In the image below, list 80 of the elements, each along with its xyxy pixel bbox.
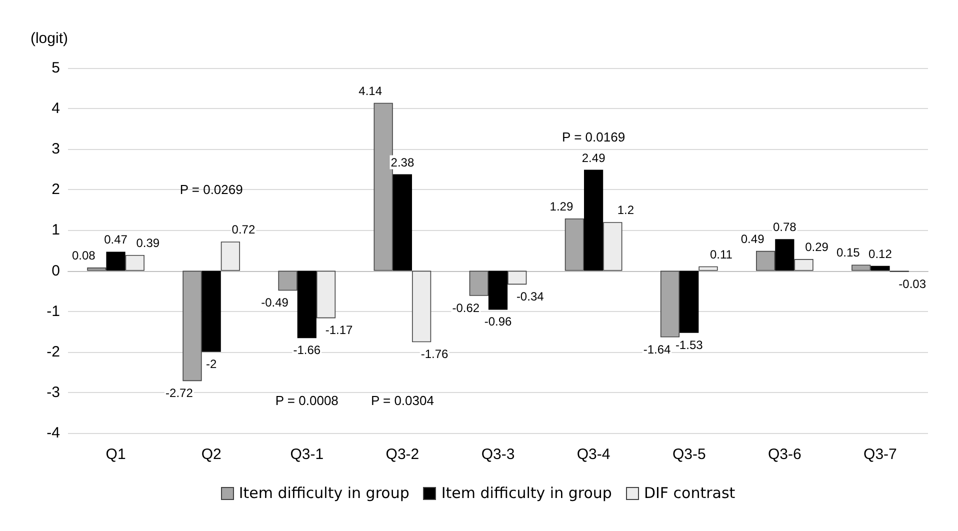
bar xyxy=(202,270,221,352)
x-tick-label: Q1 xyxy=(106,446,126,463)
bar xyxy=(794,259,814,271)
data-label: -2.72 xyxy=(166,386,194,400)
data-label: 0.29 xyxy=(805,240,829,254)
data-label: -1.53 xyxy=(675,338,704,352)
bar xyxy=(775,239,794,271)
bar xyxy=(374,102,393,271)
bar xyxy=(182,270,202,382)
legend-label: Item difficulty in group xyxy=(238,484,410,502)
bar xyxy=(106,252,126,271)
data-label: 0.11 xyxy=(710,247,733,262)
y-tick-label: 4 xyxy=(52,100,60,118)
data-label: 0.39 xyxy=(136,236,160,250)
data-label: 1.2 xyxy=(617,203,634,218)
bar xyxy=(316,270,336,318)
bar xyxy=(87,268,106,271)
data-label: 4.14 xyxy=(358,84,382,98)
bar xyxy=(220,242,240,271)
bar xyxy=(756,250,776,271)
data-label: -0.62 xyxy=(452,300,480,315)
bar xyxy=(488,270,508,310)
data-label: 0.49 xyxy=(740,232,765,246)
data-label: 0.08 xyxy=(72,248,96,263)
x-tick-label: Q3-4 xyxy=(576,446,610,463)
data-label: -2 xyxy=(206,356,217,371)
x-tick-label: Q3-2 xyxy=(386,446,420,463)
bar xyxy=(680,270,699,333)
data-label: -1.76 xyxy=(420,347,449,362)
bar xyxy=(584,170,604,271)
bar xyxy=(698,266,718,271)
legend-label: DIF contrast xyxy=(644,484,736,502)
data-label: 2.49 xyxy=(582,150,606,165)
y-tick-label: 5 xyxy=(52,60,60,76)
x-tick-label: Q3-3 xyxy=(481,446,515,463)
y-tick-label: 2 xyxy=(52,181,60,198)
x-tick-label: Q3-5 xyxy=(672,446,706,463)
bar xyxy=(469,270,488,296)
data-label: -0.49 xyxy=(261,296,289,310)
bar xyxy=(870,266,890,271)
x-tick-label: Q3-1 xyxy=(290,446,324,463)
y-axis-title: (logit) xyxy=(30,30,68,47)
y-tick-label: 0 xyxy=(52,262,60,280)
x-tick-label: Q3-6 xyxy=(768,446,802,463)
y-tick-label: 3 xyxy=(52,140,60,158)
y-tick-label: -2 xyxy=(46,343,60,360)
annotation: P = 0.0008 xyxy=(275,393,338,408)
data-label: -0.03 xyxy=(898,276,926,291)
y-tick-label: 1 xyxy=(52,222,60,239)
data-label: -0.34 xyxy=(516,290,544,304)
bar xyxy=(392,174,412,271)
annotation: P = 0.0269 xyxy=(180,182,243,198)
bar xyxy=(508,270,527,285)
data-label: -1.64 xyxy=(643,342,671,356)
x-tick-label: Q3-7 xyxy=(864,446,897,463)
bar xyxy=(297,270,316,338)
bar xyxy=(852,264,871,271)
annotation: P = 0.0304 xyxy=(370,393,434,408)
data-label: -1.17 xyxy=(325,323,353,338)
bar xyxy=(412,270,432,342)
data-label: 0.12 xyxy=(868,246,892,261)
data-label: 0.47 xyxy=(104,232,128,247)
y-tick-label: -4 xyxy=(46,424,60,442)
data-label: 0.15 xyxy=(836,246,860,260)
bar xyxy=(125,254,144,271)
bar xyxy=(603,222,622,271)
y-tick-label: -1 xyxy=(46,302,60,320)
data-label: 2.38 xyxy=(390,155,414,170)
data-label: -1.66 xyxy=(293,343,321,358)
bar xyxy=(660,270,680,338)
bar xyxy=(278,270,298,291)
data-label: -0.96 xyxy=(484,314,512,329)
data-label: 0.78 xyxy=(772,220,797,234)
legend-label: Item difficulty in group xyxy=(441,484,612,502)
data-label: 1.29 xyxy=(550,199,574,214)
x-tick-label: Q2 xyxy=(201,446,222,463)
y-tick-label: -3 xyxy=(46,384,60,401)
data-label: 0.72 xyxy=(232,222,256,237)
bar xyxy=(564,218,584,271)
annotation: P = 0.0169 xyxy=(562,129,626,144)
